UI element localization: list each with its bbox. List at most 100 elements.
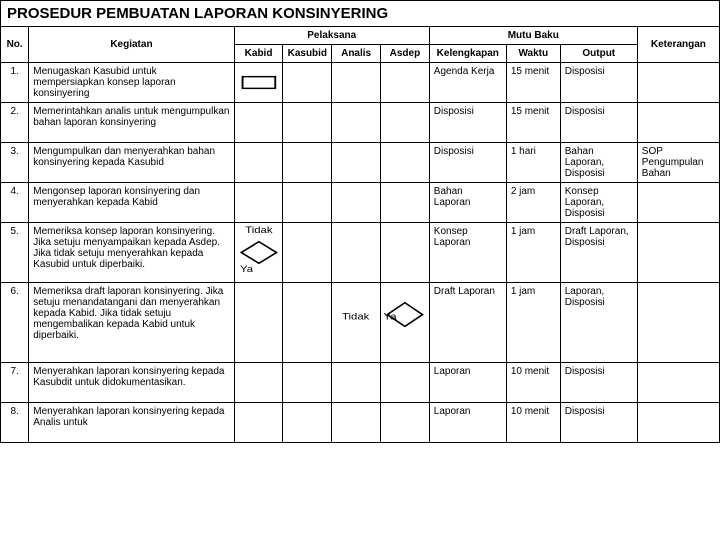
cell-kegiatan: Mengumpulkan dan menyerahkan bahan konsi… <box>29 143 234 183</box>
cell-waktu: 1 jam <box>506 223 560 283</box>
flow-cell <box>234 283 283 363</box>
th-kegiatan: Kegiatan <box>29 27 234 63</box>
cell-kelengkapan: Bahan Laporan <box>429 183 506 223</box>
flow-cell <box>234 403 283 443</box>
flow-cell <box>283 403 332 443</box>
cell-kelengkapan: Laporan <box>429 403 506 443</box>
table-row: 2. Memerintahkan analis untuk mengumpulk… <box>1 103 720 143</box>
cell-no: 6. <box>1 283 29 363</box>
flow-cell <box>381 143 430 183</box>
cell-kegiatan: Memeriksa konsep laporan konsinyering. J… <box>29 223 234 283</box>
cell-kelengkapan: Disposisi <box>429 143 506 183</box>
procedure-table: No. Kegiatan Pelaksana Mutu Baku Keteran… <box>0 26 720 443</box>
cell-waktu: 15 menit <box>506 103 560 143</box>
cell-no: 4. <box>1 183 29 223</box>
cell-waktu: 10 menit <box>506 403 560 443</box>
flow-cell <box>283 183 332 223</box>
flow-cell <box>283 283 332 363</box>
cell-ket <box>637 103 719 143</box>
cell-kegiatan: Menugaskan Kasubid untuk mempersiapkan k… <box>29 63 234 103</box>
flow-cell <box>381 63 430 103</box>
cell-waktu: 1 hari <box>506 143 560 183</box>
svg-text:Tidak: Tidak <box>245 226 273 236</box>
cell-output: Konsep Laporan, Disposisi <box>560 183 637 223</box>
th-keterangan: Keterangan <box>637 27 719 63</box>
table-row: 6. Memeriksa draft laporan konsinyering.… <box>1 283 720 363</box>
flow-cell <box>332 63 381 103</box>
svg-text:Ya: Ya <box>240 265 253 275</box>
flow-cell <box>283 363 332 403</box>
cell-kegiatan: Menyerahkan laporan konsinyering kepada … <box>29 363 234 403</box>
cell-ket <box>637 403 719 443</box>
cell-kelengkapan: Laporan <box>429 363 506 403</box>
cell-output: Disposisi <box>560 363 637 403</box>
flow-cell <box>234 103 283 143</box>
cell-output: Disposisi <box>560 63 637 103</box>
table-row: 4. Mengonsep laporan konsinyering dan me… <box>1 183 720 223</box>
th-kabid: Kabid <box>234 45 283 63</box>
table-row: 7. Menyerahkan laporan konsinyering kepa… <box>1 363 720 403</box>
cell-kelengkapan: Agenda Kerja <box>429 63 506 103</box>
cell-kegiatan: Menyerahkan laporan konsinyering kepada … <box>29 403 234 443</box>
flow-cell <box>332 403 381 443</box>
cell-waktu: 15 menit <box>506 63 560 103</box>
flow-cell <box>283 143 332 183</box>
table-row: 1. Menugaskan Kasubid untuk mempersiapka… <box>1 63 720 103</box>
flow-cell <box>234 143 283 183</box>
cell-ket <box>637 363 719 403</box>
flow-cell: Ya <box>381 283 430 363</box>
flow-cell: Tidak Ya <box>234 223 283 283</box>
cell-kegiatan: Mengonsep laporan konsinyering dan menye… <box>29 183 234 223</box>
cell-kelengkapan: Disposisi <box>429 103 506 143</box>
table-row: 8. Menyerahkan laporan konsinyering kepa… <box>1 403 720 443</box>
cell-no: 8. <box>1 403 29 443</box>
th-pelaksana: Pelaksana <box>234 27 429 45</box>
flow-cell <box>234 63 283 103</box>
th-no: No. <box>1 27 29 63</box>
th-kelengkapan: Kelengkapan <box>429 45 506 63</box>
cell-output: Draft Laporan, Disposisi <box>560 223 637 283</box>
th-asdep: Asdep <box>381 45 430 63</box>
cell-output: Bahan Laporan, Disposisi <box>560 143 637 183</box>
th-waktu: Waktu <box>506 45 560 63</box>
flow-cell <box>283 223 332 283</box>
cell-no: 3. <box>1 143 29 183</box>
cell-ket <box>637 183 719 223</box>
svg-text:Tidak: Tidak <box>342 313 370 323</box>
flow-cell <box>332 143 381 183</box>
table-row: 3. Mengumpulkan dan menyerahkan bahan ko… <box>1 143 720 183</box>
page-title: PROSEDUR PEMBUATAN LAPORAN KONSINYERING <box>0 0 720 26</box>
flow-cell <box>332 183 381 223</box>
flow-cell <box>283 63 332 103</box>
cell-ket <box>637 223 719 283</box>
flow-cell <box>234 183 283 223</box>
flow-cell <box>381 363 430 403</box>
flow-cell <box>234 363 283 403</box>
cell-output: Disposisi <box>560 103 637 143</box>
cell-no: 5. <box>1 223 29 283</box>
cell-kegiatan: Memeriksa draft laporan konsinyering. Ji… <box>29 283 234 363</box>
flow-cell <box>381 183 430 223</box>
th-output: Output <box>560 45 637 63</box>
flow-cell: Tidak <box>332 283 381 363</box>
cell-waktu: 1 jam <box>506 283 560 363</box>
th-mutu: Mutu Baku <box>429 27 637 45</box>
cell-waktu: 10 menit <box>506 363 560 403</box>
flow-cell <box>332 223 381 283</box>
flow-cell <box>381 223 430 283</box>
cell-ket: SOP Pengumpulan Bahan <box>637 143 719 183</box>
table-row: 5. Memeriksa konsep laporan konsinyering… <box>1 223 720 283</box>
flow-cell <box>283 103 332 143</box>
th-kasubid: Kasubid <box>283 45 332 63</box>
cell-ket <box>637 63 719 103</box>
svg-text:Ya: Ya <box>384 313 397 323</box>
cell-kelengkapan: Konsep Laporan <box>429 223 506 283</box>
flow-cell <box>381 103 430 143</box>
cell-output: Laporan, Disposisi <box>560 283 637 363</box>
cell-kelengkapan: Draft Laporan <box>429 283 506 363</box>
cell-waktu: 2 jam <box>506 183 560 223</box>
th-analis: Analis <box>332 45 381 63</box>
flow-cell <box>332 103 381 143</box>
cell-output: Disposisi <box>560 403 637 443</box>
cell-no: 1. <box>1 63 29 103</box>
